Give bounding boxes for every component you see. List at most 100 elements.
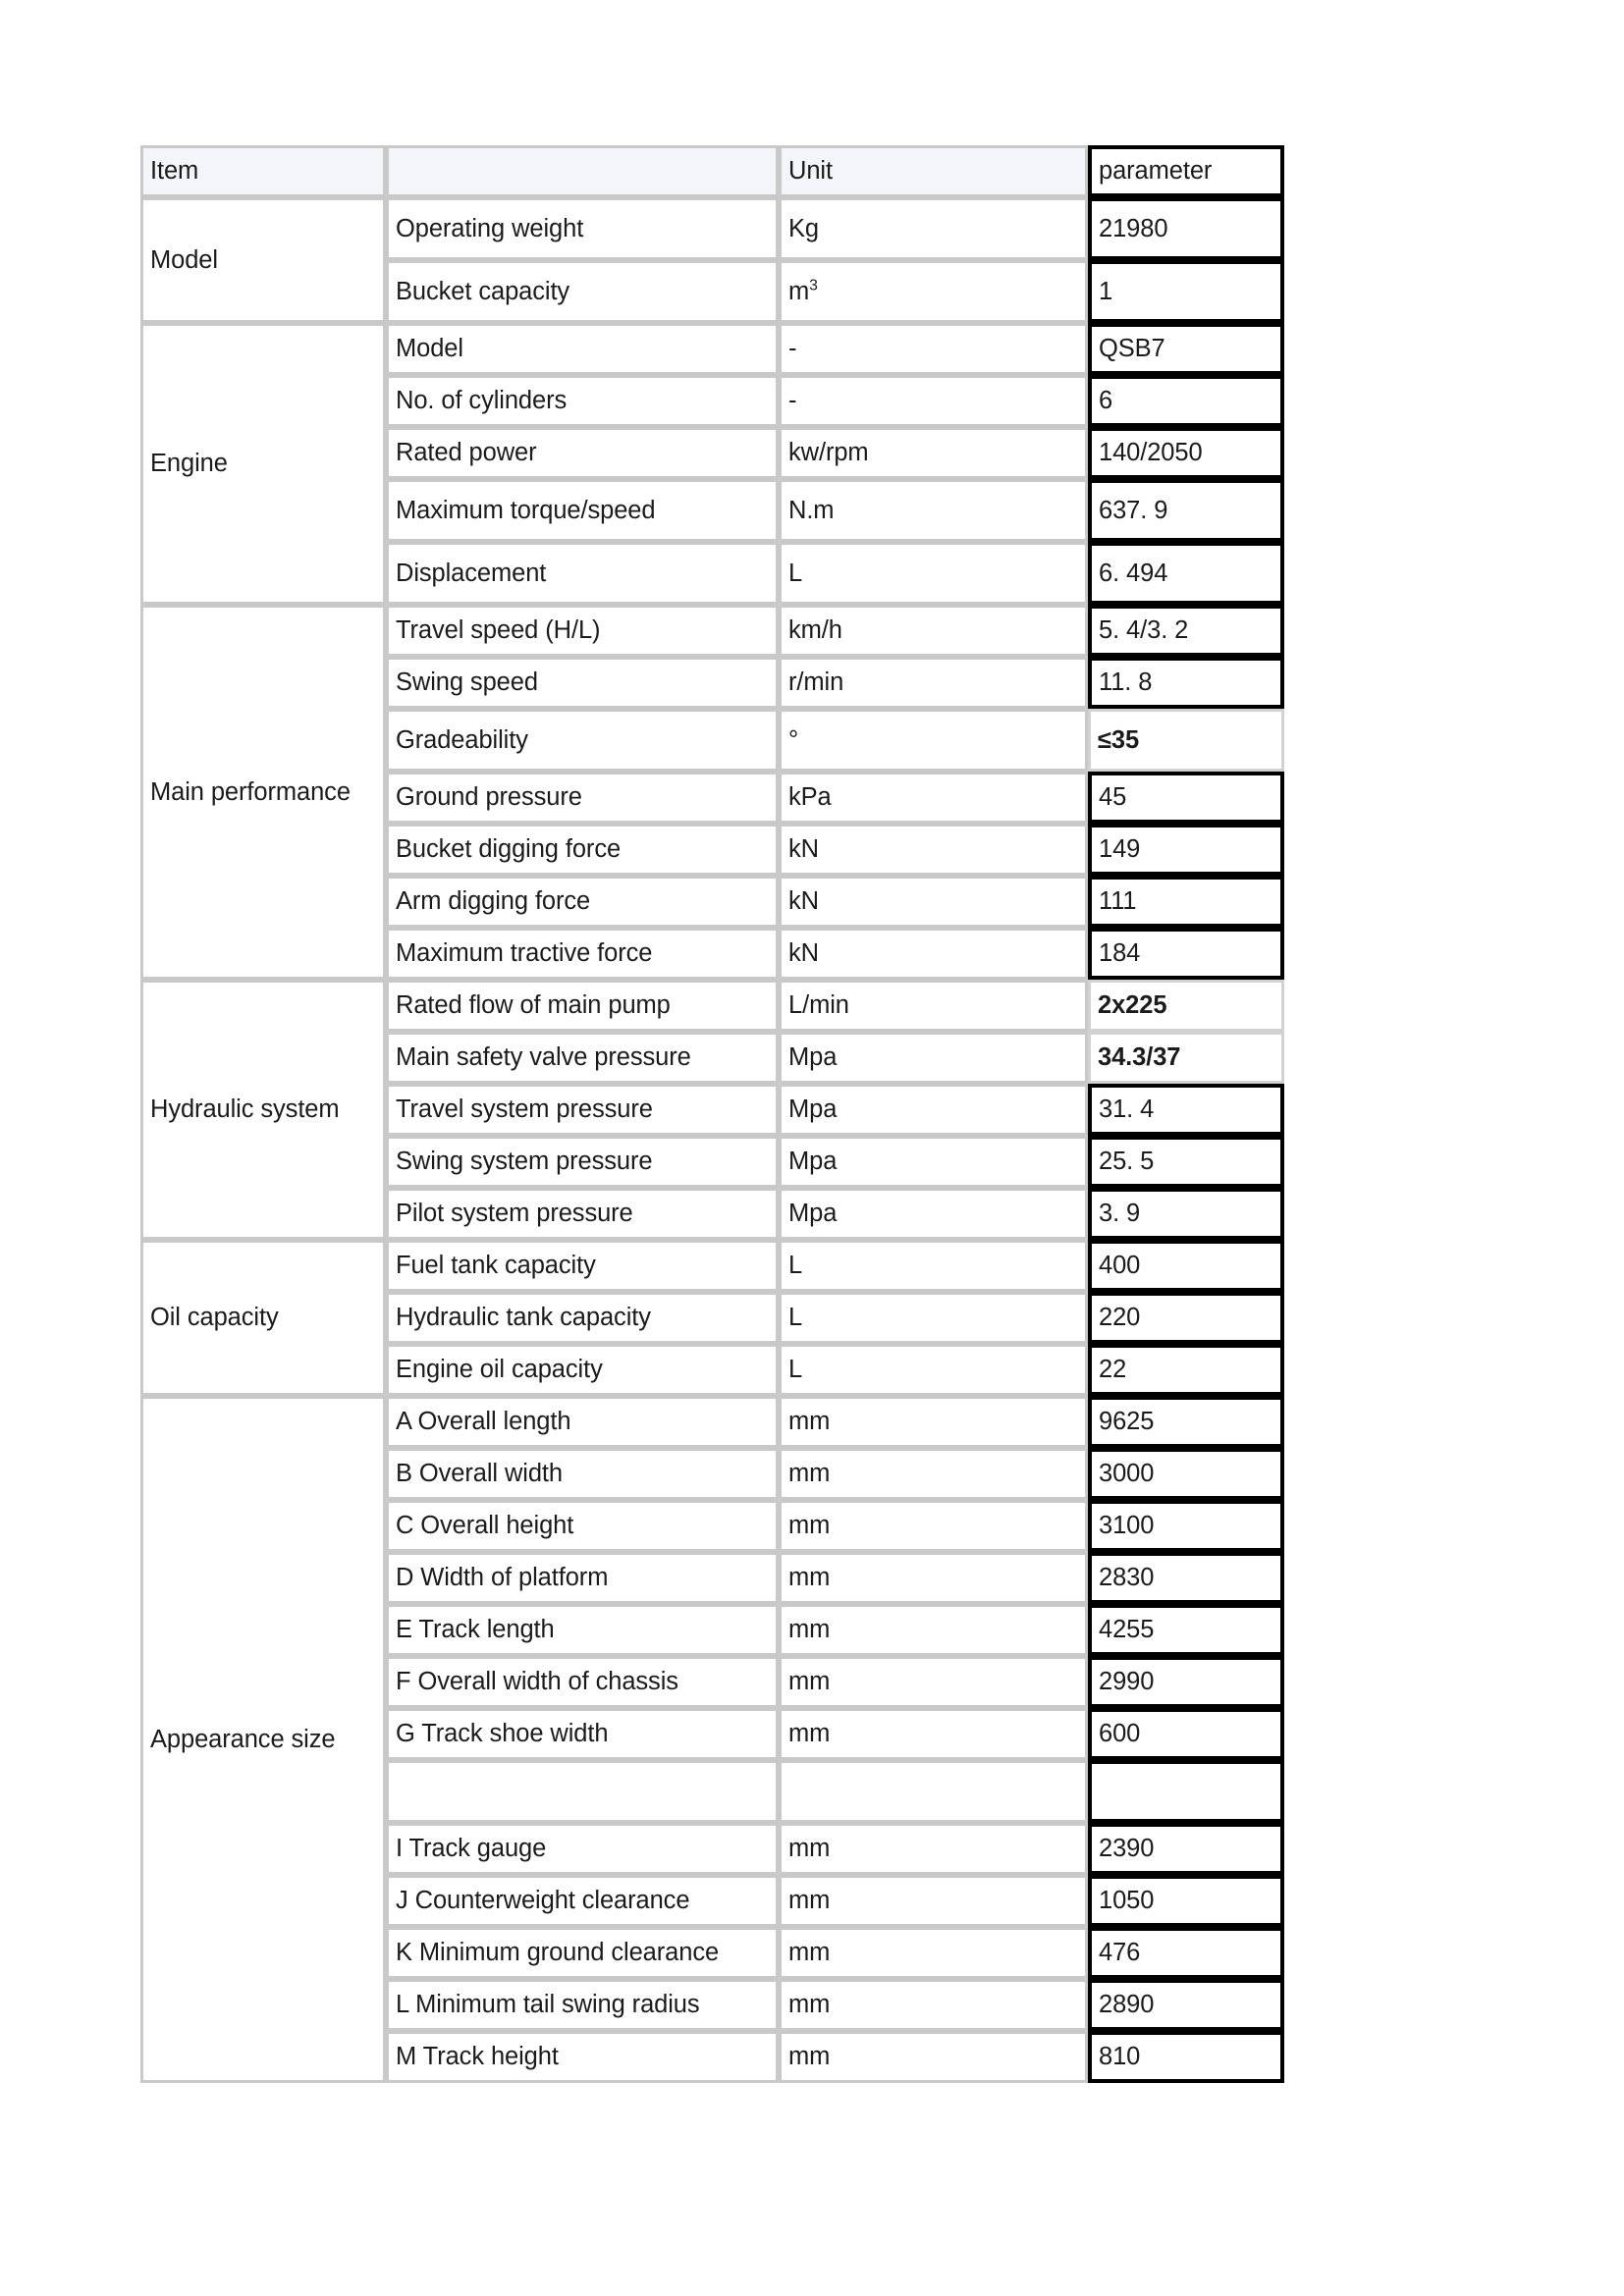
row-group-label: Oil capacity <box>140 1240 386 1396</box>
table-row: D Width of platform mm 2830 <box>140 1552 1284 1604</box>
row-unit: mm <box>779 1396 1088 1448</box>
row-parameter-value: 2830 <box>1088 1552 1284 1604</box>
row-group-label-text: Model <box>150 245 218 274</box>
row-item-label: Engine oil capacity <box>386 1344 779 1396</box>
row-item-label: C Overall height <box>386 1500 779 1552</box>
table-row: Ground pressure kPa 45 <box>140 772 1284 824</box>
row-item-label: K Minimum ground clearance <box>386 1927 779 1979</box>
table-row: Gradeability ° ≤35 <box>140 709 1284 772</box>
row-unit: Mpa <box>779 1188 1088 1240</box>
row-unit: N.m <box>779 479 1088 542</box>
row-parameter-value: 22 <box>1088 1344 1284 1396</box>
row-parameter-value: ≤35 <box>1088 709 1284 772</box>
column-header-spec <box>386 145 779 197</box>
row-parameter-value: QSB7 <box>1088 323 1284 375</box>
row-parameter-value: 5. 4/3. 2 <box>1088 605 1284 657</box>
row-parameter-value: 476 <box>1088 1927 1284 1979</box>
row-item-label: Swing speed <box>386 657 779 709</box>
row-parameter-value: 4255 <box>1088 1604 1284 1656</box>
row-parameter-value: 140/2050 <box>1088 427 1284 479</box>
table-row: Pilot system pressure Mpa 3. 9 <box>140 1188 1284 1240</box>
row-item-label: L Minimum tail swing radius <box>386 1979 779 2031</box>
specification-table: Item Unit parameter Model Operating weight Kg… <box>140 145 1284 2083</box>
row-item-label: J Counterweight clearance <box>386 1875 779 1927</box>
row-group-label-text: Engine <box>150 450 228 478</box>
row-parameter-value: 149 <box>1088 824 1284 876</box>
table-row: Travel system pressure Mpa 31. 4 <box>140 1084 1284 1136</box>
table-row: J Counterweight clearance mm 1050 <box>140 1875 1284 1927</box>
row-unit: kw/rpm <box>779 427 1088 479</box>
table-row: Engine oil capacity L 22 <box>140 1344 1284 1396</box>
row-group-label-text: Oil capacity <box>150 1304 279 1332</box>
table-row: Model Operating weight Kg 21980 <box>140 197 1284 323</box>
row-unit: mm <box>779 1927 1088 1979</box>
row-unit: L <box>779 1292 1088 1344</box>
row-parameter-value: 21980 <box>1088 197 1284 260</box>
row-unit: Mpa <box>779 1136 1088 1188</box>
table-header-row: Item Unit parameter <box>140 145 1284 197</box>
row-group-label-text: Appearance size <box>150 1725 336 1753</box>
row-item-label: Maximum tractive force <box>386 928 779 980</box>
row-unit: Mpa <box>779 1084 1088 1136</box>
row-unit: km/h <box>779 605 1088 657</box>
table-row: G Track shoe width mm 600 <box>140 1708 1284 1760</box>
row-parameter-value: 11. 8 <box>1088 657 1284 709</box>
row-unit: kN <box>779 876 1088 928</box>
row-unit: mm <box>779 1656 1088 1708</box>
table-row: E Track length mm 4255 <box>140 1604 1284 1656</box>
table-row: L Minimum tail swing radius mm 2890 <box>140 1979 1284 2031</box>
row-item-label: Travel system pressure <box>386 1084 779 1136</box>
row-unit: L/min <box>779 980 1088 1032</box>
row-group-label: Appearance size <box>140 1396 386 2083</box>
row-parameter-value: 1 <box>1088 260 1284 323</box>
row-item-label: Swing system pressure <box>386 1136 779 1188</box>
row-item-label: D Width of platform <box>386 1552 779 1604</box>
table-row: Maximum torque/speed N.m 637. 9 <box>140 479 1284 542</box>
table-row: Maximum tractive force kN 184 <box>140 928 1284 980</box>
row-item-label: Rated power <box>386 427 779 479</box>
row-parameter-value: 1050 <box>1088 1875 1284 1927</box>
row-unit: mm <box>779 1875 1088 1927</box>
row-unit: mm <box>779 1823 1088 1875</box>
row-item-label: Main safety valve pressure <box>386 1032 779 1084</box>
row-item-label: Fuel tank capacity <box>386 1240 779 1292</box>
table-row: Swing speed r/min 11. 8 <box>140 657 1284 709</box>
row-unit: Mpa <box>779 1032 1088 1084</box>
row-unit: kN <box>779 928 1088 980</box>
row-item-label: A Overall length <box>386 1396 779 1448</box>
row-parameter-value: 31. 4 <box>1088 1084 1284 1136</box>
row-parameter-value: 2890 <box>1088 1979 1284 2031</box>
row-unit: r/min <box>779 657 1088 709</box>
row-item-label: Hydraulic tank capacity <box>386 1292 779 1344</box>
row-item-label: I Track gauge <box>386 1823 779 1875</box>
row-unit: mm <box>779 1604 1088 1656</box>
table-row: Oil capacity Fuel tank capacity L 400 <box>140 1240 1284 1396</box>
row-unit: mm <box>779 1979 1088 2031</box>
table-row: K Minimum ground clearance mm 476 <box>140 1927 1284 1979</box>
column-header-parameter: parameter <box>1088 145 1284 197</box>
table-row: Appearance size A Overall length mm 9625 <box>140 1396 1284 2083</box>
table-row: Displacement L 6. 494 <box>140 542 1284 605</box>
row-parameter-value: 3. 9 <box>1088 1188 1284 1240</box>
row-parameter-value: 45 <box>1088 772 1284 824</box>
row-parameter-value: 637. 9 <box>1088 479 1284 542</box>
row-unit: L <box>779 1344 1088 1396</box>
row-parameter-value: 400 <box>1088 1240 1284 1292</box>
table-row: C Overall height mm 3100 <box>140 1500 1284 1552</box>
table-row: No. of cylinders -6 <box>140 375 1284 427</box>
row-parameter-value: 25. 5 <box>1088 1136 1284 1188</box>
row-parameter-value: 6 <box>1088 375 1284 427</box>
column-header-unit: Unit <box>779 145 1088 197</box>
row-parameter-value: 2990 <box>1088 1656 1284 1708</box>
row-parameter-value: 34.3/37 <box>1088 1032 1284 1084</box>
row-parameter-value: 2390 <box>1088 1823 1284 1875</box>
row-group-label: Hydraulic system <box>140 980 386 1240</box>
row-parameter-value: 9625 <box>1088 1396 1284 1448</box>
row-group-label: Model <box>140 197 386 323</box>
row-item-label: Rated flow of main pump <box>386 980 779 1032</box>
table-row <box>140 1760 1284 1823</box>
row-item-label: No. of cylinders <box>386 375 779 427</box>
table-row: B Overall width mm 3000 <box>140 1448 1284 1500</box>
row-item-label: M Track height <box>386 2031 779 2083</box>
